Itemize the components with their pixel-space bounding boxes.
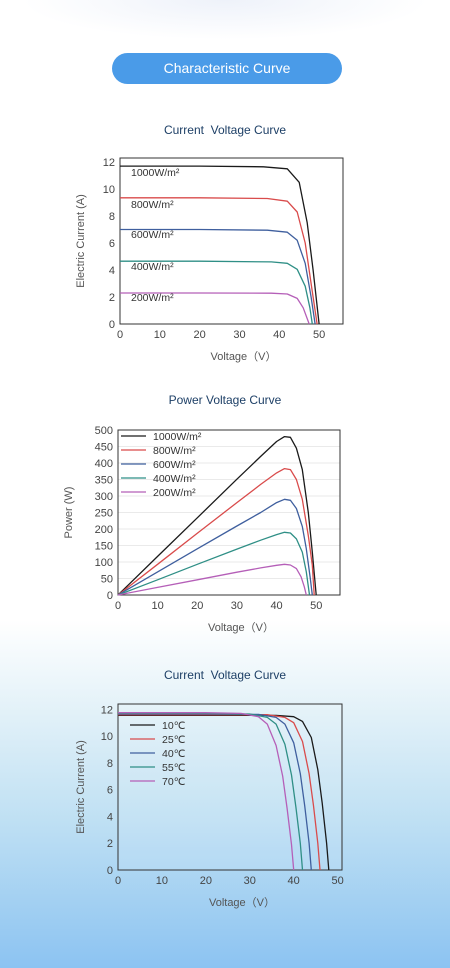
y-tick-label: 2	[107, 838, 113, 850]
iv-temperature-chart: 0 10 20 30 40 50 0 2 4 6 8 10 12 Voltage（V） Electric C…	[75, 703, 344, 909]
section-title-button: Characteristic Curve	[112, 53, 342, 84]
y-tick-label: 450	[95, 442, 113, 454]
series-line-2	[117, 467, 315, 596]
x-tick-label: 20	[200, 875, 212, 887]
x-tick-label: 0	[115, 875, 121, 887]
y-tick-label: 0	[107, 590, 113, 602]
y-axis-label: Power (W)	[63, 487, 75, 539]
x-axis-label: Voltage（V）	[210, 350, 276, 363]
series-line-5	[120, 292, 310, 325]
x-tick-label: 20	[191, 600, 203, 612]
y-axis-label: Electric Current (A)	[75, 194, 87, 288]
legend-label: 25℃	[162, 734, 186, 746]
x-tick-label: 40	[273, 329, 285, 341]
series-label: 1000W/m²	[131, 167, 180, 179]
y-tick-label: 8	[107, 758, 113, 770]
series-line-3	[120, 228, 316, 325]
y-tick-label: 12	[103, 157, 115, 169]
y-tick-label: 50	[101, 574, 113, 586]
series-line-1	[118, 714, 330, 871]
legend-label: 200W/m²	[153, 487, 196, 499]
chart-1-title: Current Voltage Curve	[163, 123, 287, 137]
y-tick-label: 500	[95, 425, 113, 437]
x-tick-label: 0	[115, 600, 121, 612]
legend-label: 1000W/m²	[153, 431, 202, 443]
series-line-3	[117, 498, 313, 596]
series-label: 800W/m²	[131, 199, 174, 211]
y-tick-label: 10	[103, 184, 115, 196]
y-tick-label: 8	[109, 211, 115, 223]
y-tick-label: 150	[95, 541, 113, 553]
x-tick-label: 40	[288, 875, 300, 887]
legend-label: 55℃	[162, 762, 186, 774]
x-tick-label: 30	[233, 329, 245, 341]
series-line-4	[117, 531, 311, 596]
y-tick-label: 0	[109, 319, 115, 331]
y-tick-label: 0	[107, 865, 113, 877]
chart-2-title: Power Voltage Curve	[168, 393, 282, 407]
series-label: 200W/m²	[131, 292, 174, 304]
y-tick-label: 6	[109, 238, 115, 250]
legend-label: 70℃	[162, 776, 186, 788]
y-tick-label: 4	[107, 811, 113, 823]
x-tick-label: 10	[152, 600, 164, 612]
plot-background	[118, 704, 342, 870]
y-tick-label: 250	[95, 508, 113, 520]
x-tick-label: 10	[154, 329, 166, 341]
series-line-1	[117, 435, 317, 596]
x-tick-label: 50	[313, 329, 325, 341]
series-line-2	[120, 197, 318, 325]
x-tick-label: 50	[310, 600, 322, 612]
x-axis-label: Voltage（V）	[209, 896, 275, 909]
plot-frame	[117, 429, 341, 596]
x-axis-label: Voltage（V）	[208, 621, 274, 634]
series-line-1	[120, 165, 320, 325]
x-tick-label: 20	[194, 329, 206, 341]
y-tick-label: 2	[109, 292, 115, 304]
series-line-5	[118, 712, 295, 871]
x-tick-label: 30	[244, 875, 256, 887]
series-line-5	[117, 563, 307, 596]
x-tick-label: 30	[231, 600, 243, 612]
y-tick-label: 4	[109, 265, 115, 277]
x-tick-label: 40	[270, 600, 282, 612]
x-tick-label: 50	[331, 875, 343, 887]
y-tick-label: 400	[95, 458, 113, 470]
legend-label: 400W/m²	[153, 473, 196, 485]
y-tick-label: 300	[95, 491, 113, 503]
plot-frame	[119, 157, 344, 325]
legend-label: 600W/m²	[153, 459, 196, 471]
chart-3-title: Current Voltage Curve	[163, 668, 287, 682]
y-tick-label: 100	[95, 557, 113, 569]
pv-irradiance-chart: 0 10 20 30 40 5005010015020025030035040045050…	[63, 425, 341, 634]
legend-label: 40℃	[162, 748, 186, 760]
y-tick-label: 350	[95, 475, 113, 487]
series-line-4	[120, 260, 313, 325]
y-tick-label: 200	[95, 524, 113, 536]
legend-label: 800W/m²	[153, 445, 196, 457]
series-label: 400W/m²	[131, 261, 174, 273]
y-axis-label: Electric Current (A)	[75, 740, 87, 834]
plot-frame	[117, 703, 343, 871]
y-tick-label: 6	[107, 785, 113, 797]
series-label: 600W/m²	[131, 229, 174, 241]
top-glow	[20, 0, 430, 40]
y-tick-label: 10	[101, 731, 113, 743]
x-tick-label: 0	[117, 329, 123, 341]
x-tick-label: 10	[156, 875, 168, 887]
legend-label: 10℃	[162, 720, 186, 732]
y-tick-label: 12	[101, 704, 113, 716]
iv-irradiance-chart: 0 10 20 30 40 50 0 2 4 6 8 10 12 Voltage（V） Electric C…	[75, 157, 344, 363]
